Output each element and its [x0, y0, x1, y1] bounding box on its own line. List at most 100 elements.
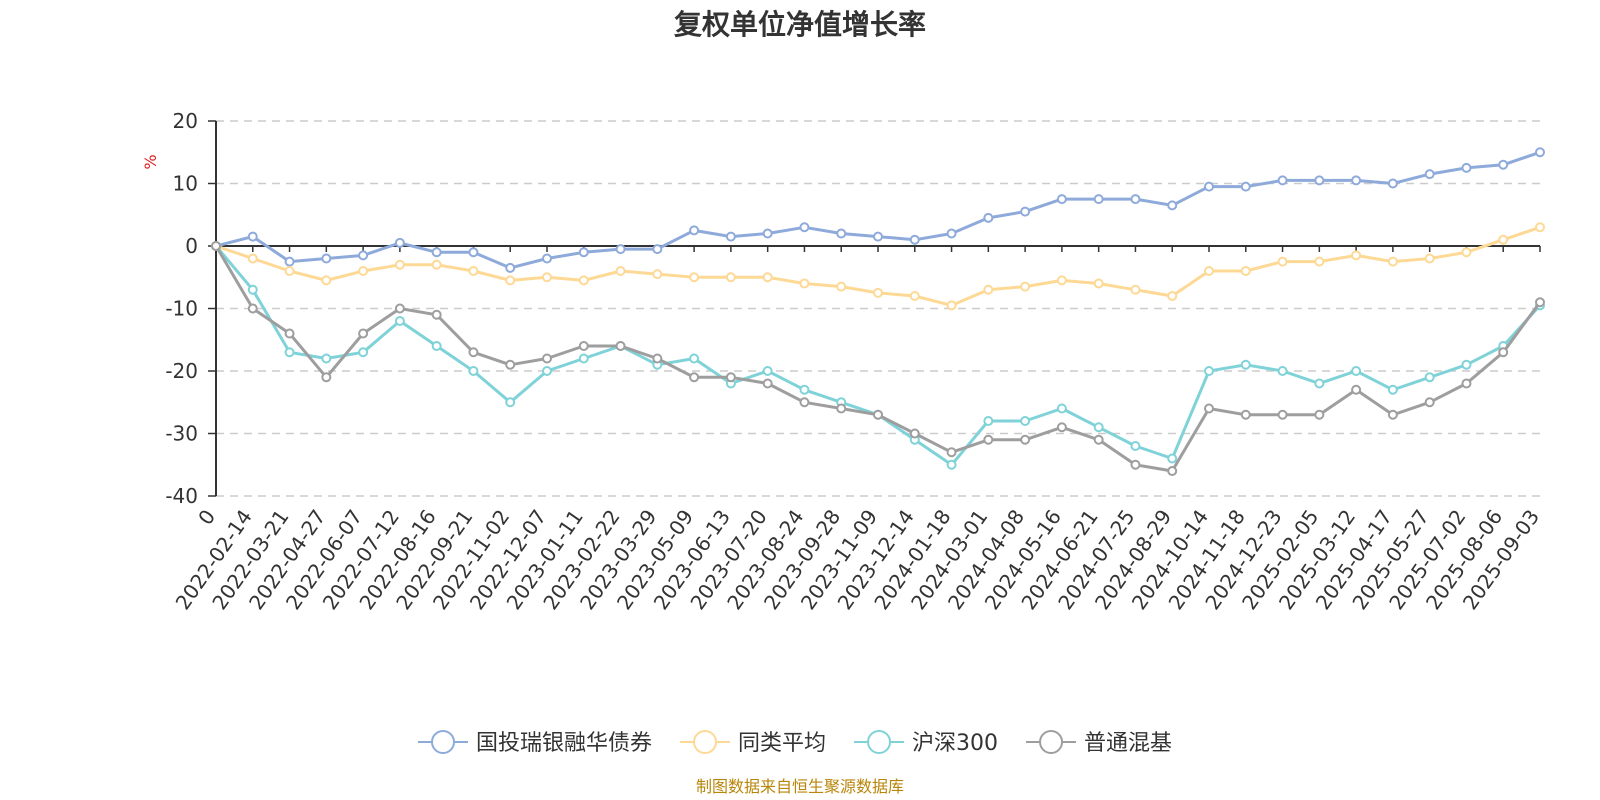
- series-1-point: [394, 237, 405, 248]
- series-2-point: [542, 272, 552, 283]
- series-4-point: [1387, 409, 1398, 420]
- series-2-point: [909, 291, 920, 301]
- series-line-4: [214, 244, 1542, 473]
- series-2-point: [1130, 284, 1141, 295]
- series-2-point: [468, 266, 479, 276]
- series-3-point: [321, 353, 332, 364]
- series-2-point: [1535, 222, 1545, 233]
- series-2-point: [505, 275, 516, 286]
- series-3-point: [1277, 366, 1288, 376]
- series-3-point: [1204, 366, 1214, 376]
- series-2-point: [431, 259, 442, 270]
- series-4-point: [358, 328, 369, 339]
- series-3-point: [358, 347, 369, 358]
- series-3-point: [1240, 359, 1251, 370]
- series-4-point: [652, 353, 663, 364]
- series-3-point: [1056, 403, 1067, 414]
- series-2-point: [873, 287, 883, 298]
- series-1-point: [321, 253, 332, 264]
- series-4-point: [394, 303, 405, 314]
- series-2-point: [1056, 275, 1067, 286]
- series-1-point: [431, 247, 442, 258]
- series-line-3: [214, 244, 1542, 467]
- series-4-point: [762, 378, 773, 389]
- series-2-point: [836, 281, 847, 292]
- source-note: 制图数据来自恒生聚源数据库: [696, 777, 904, 796]
- series-1-point: [578, 247, 589, 258]
- series-2-point: [1020, 281, 1031, 292]
- legend-label: 沪深300: [912, 731, 998, 756]
- series-4-point: [284, 328, 295, 339]
- series-2-point: [689, 272, 700, 283]
- series-1-point: [1461, 162, 1472, 173]
- series-2-point: [762, 272, 773, 283]
- grid-layer: [216, 120, 1540, 497]
- legend-marker-icon: [1039, 730, 1064, 754]
- series-1-point: [284, 256, 295, 267]
- series-2-point: [1387, 256, 1398, 267]
- x-tick-label: 0: [193, 505, 220, 529]
- series-2-point: [799, 278, 810, 289]
- series-2-point: [1240, 266, 1251, 276]
- series-4-point: [836, 403, 847, 414]
- series-3-point: [578, 353, 589, 364]
- series-2-point: [615, 266, 626, 276]
- series-4-point: [873, 409, 883, 420]
- series-3-point: [1424, 372, 1435, 383]
- series-2-point: [1314, 256, 1325, 267]
- series-2-point: [1351, 250, 1362, 261]
- series-3-point: [689, 353, 700, 364]
- legend-item-3[interactable]: 沪深300: [854, 730, 998, 756]
- series-4-point: [946, 447, 957, 458]
- series-2-point: [1424, 253, 1435, 264]
- series-4-point: [1020, 434, 1031, 445]
- series-1-point: [615, 244, 626, 255]
- series-3-point: [1167, 453, 1178, 464]
- series-4-point: [578, 341, 589, 351]
- series-1-point: [1020, 206, 1031, 217]
- series-2-point: [983, 284, 994, 295]
- series-4-point: [725, 372, 736, 383]
- series-4-point: [1240, 409, 1251, 420]
- series-1-point: [1130, 194, 1141, 205]
- series-2-point: [358, 266, 369, 276]
- y-tick-label: 10: [173, 172, 198, 196]
- series-4-point: [689, 372, 700, 383]
- series-1-point: [1204, 181, 1214, 192]
- legend-item-1[interactable]: 国投瑞银融华债券: [418, 730, 652, 756]
- series-1-point: [1424, 169, 1435, 180]
- series-4-point: [1277, 409, 1288, 420]
- series-4-point: [1056, 422, 1067, 433]
- series-4-point: [1351, 384, 1362, 395]
- series-4-point: [247, 303, 258, 314]
- series-1-point: [873, 231, 883, 242]
- series-1-point: [725, 231, 736, 242]
- series-4-point: [983, 434, 994, 445]
- series-3-point: [431, 341, 442, 351]
- series-3-point: [762, 366, 773, 376]
- series-2-point: [247, 253, 258, 264]
- legend-item-2[interactable]: 同类平均: [680, 730, 826, 756]
- series-2-point: [1167, 291, 1178, 301]
- series-2-point: [394, 259, 405, 270]
- series-2-point: [578, 275, 589, 286]
- y-tick-label: -40: [165, 484, 198, 508]
- series-1-point: [1277, 175, 1288, 186]
- series-4-point: [615, 341, 626, 351]
- legend-label: 普通混基: [1084, 731, 1172, 756]
- y-tick-label: -20: [165, 359, 198, 383]
- series-1-point: [689, 225, 700, 236]
- legend-item-4[interactable]: 普通混基: [1026, 730, 1172, 756]
- series-1-point: [1351, 175, 1362, 186]
- y-axis-unit-label: %: [141, 154, 160, 169]
- series-1-point: [1056, 194, 1067, 205]
- series-1-point: [1387, 178, 1398, 189]
- legend[interactable]: 国投瑞银融华债券 同类平均 沪深300 普通混基: [418, 730, 1172, 756]
- series-1-point: [468, 247, 479, 258]
- series-1-point: [799, 222, 810, 233]
- series-4-point: [431, 309, 442, 320]
- series-4-point: [909, 428, 920, 439]
- series-1-point: [1240, 181, 1251, 192]
- series-1-point: [358, 250, 369, 261]
